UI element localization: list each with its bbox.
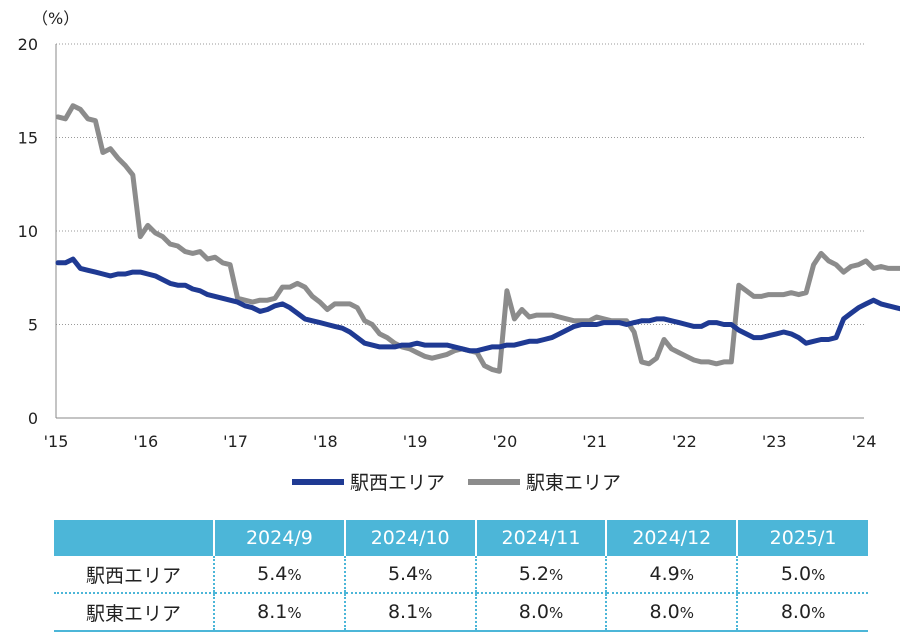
x-tick-label: '22 — [672, 432, 697, 451]
table-header-row: 2024/9 2024/10 2024/11 2024/12 2025/1 — [54, 520, 868, 556]
table-cell: 8.1% — [343, 593, 476, 632]
cell-unit: % — [287, 604, 302, 622]
vacancy-table: 2024/9 2024/10 2024/11 2024/12 2025/1 駅西… — [54, 520, 868, 632]
x-tick-label: '20 — [493, 432, 518, 451]
table-cell: 4.9% — [605, 556, 738, 594]
x-tick-label: '15 — [44, 432, 69, 451]
y-tick-label: 0 — [28, 409, 38, 428]
y-unit-label: （%） — [32, 9, 79, 28]
x-tick-label: '24 — [852, 432, 877, 451]
x-axis-ticks: '15 '16 '17 '18 '19 '20 '21 '22 '23 '24 — [44, 432, 877, 451]
table-cell: 5.4% — [343, 556, 476, 594]
x-tick-label: '21 — [582, 432, 607, 451]
table-cell: 8.0% — [605, 593, 738, 632]
cell-unit: % — [418, 604, 433, 622]
table-header-cell: 2024/9 — [213, 520, 345, 556]
x-tick-label: '23 — [762, 432, 787, 451]
legend-label-west: 駅西エリア — [350, 472, 445, 494]
cell-value: 8.1 — [387, 601, 419, 623]
table-header-cell: 2024/11 — [474, 520, 607, 556]
cell-value: 8.1 — [257, 601, 288, 623]
table-cell: 8.0% — [474, 593, 607, 632]
cell-unit: % — [811, 566, 826, 584]
legend-label-east: 駅東エリア — [526, 472, 621, 494]
cell-unit: % — [811, 604, 826, 622]
cell-unit: % — [548, 566, 564, 584]
series-line-east — [55, 103, 900, 374]
x-tick-label: '19 — [403, 432, 428, 451]
table-corner-cell — [54, 520, 214, 556]
cell-value: 8.0 — [780, 601, 812, 623]
cell-unit: % — [418, 566, 433, 584]
table-header-cell: 2024/10 — [343, 520, 476, 556]
cell-value: 5.4 — [387, 563, 419, 585]
cell-value: 4.9 — [649, 563, 680, 585]
x-tick-label: '17 — [223, 432, 248, 451]
row-label: 駅東エリア — [54, 593, 214, 632]
y-tick-label: 15 — [18, 129, 38, 148]
table-cell: 5.4% — [213, 556, 345, 594]
x-tick-label: '18 — [313, 432, 338, 451]
y-tick-label: 20 — [18, 35, 38, 54]
series-line-west — [55, 256, 900, 354]
table-cell: 8.1% — [213, 593, 345, 632]
table-cell: 8.0% — [736, 593, 868, 632]
x-tick-label: '16 — [133, 432, 158, 451]
cell-unit: % — [679, 566, 695, 584]
cell-value: 5.0 — [780, 563, 812, 585]
y-axis-ticks: 0 5 10 15 20 — [18, 35, 38, 428]
cell-value: 5.2 — [518, 563, 549, 585]
y-tick-label: 10 — [18, 222, 38, 241]
gridlines — [56, 43, 864, 325]
cell-unit: % — [679, 604, 695, 622]
table-header-cell: 2025/1 — [736, 520, 868, 556]
table-header-cell: 2024/12 — [605, 520, 738, 556]
cell-value: 5.4 — [257, 563, 288, 585]
table-cell: 5.0% — [736, 556, 868, 594]
series-lines — [55, 103, 900, 374]
y-tick-label: 5 — [28, 316, 38, 335]
table-cell: 5.2% — [474, 556, 607, 594]
cell-value: 8.0 — [649, 601, 680, 623]
table-row-east: 駅東エリア 8.1% 8.1% 8.0% 8.0% 8.0% — [54, 593, 868, 632]
cell-value: 8.0 — [518, 601, 549, 623]
legend: 駅西エリア 駅東エリア — [292, 472, 621, 494]
table-row-west: 駅西エリア 5.4% 5.4% 5.2% 4.9% 5.0% — [54, 556, 868, 594]
cell-unit: % — [548, 604, 564, 622]
row-label: 駅西エリア — [54, 556, 214, 594]
cell-unit: % — [287, 566, 302, 584]
